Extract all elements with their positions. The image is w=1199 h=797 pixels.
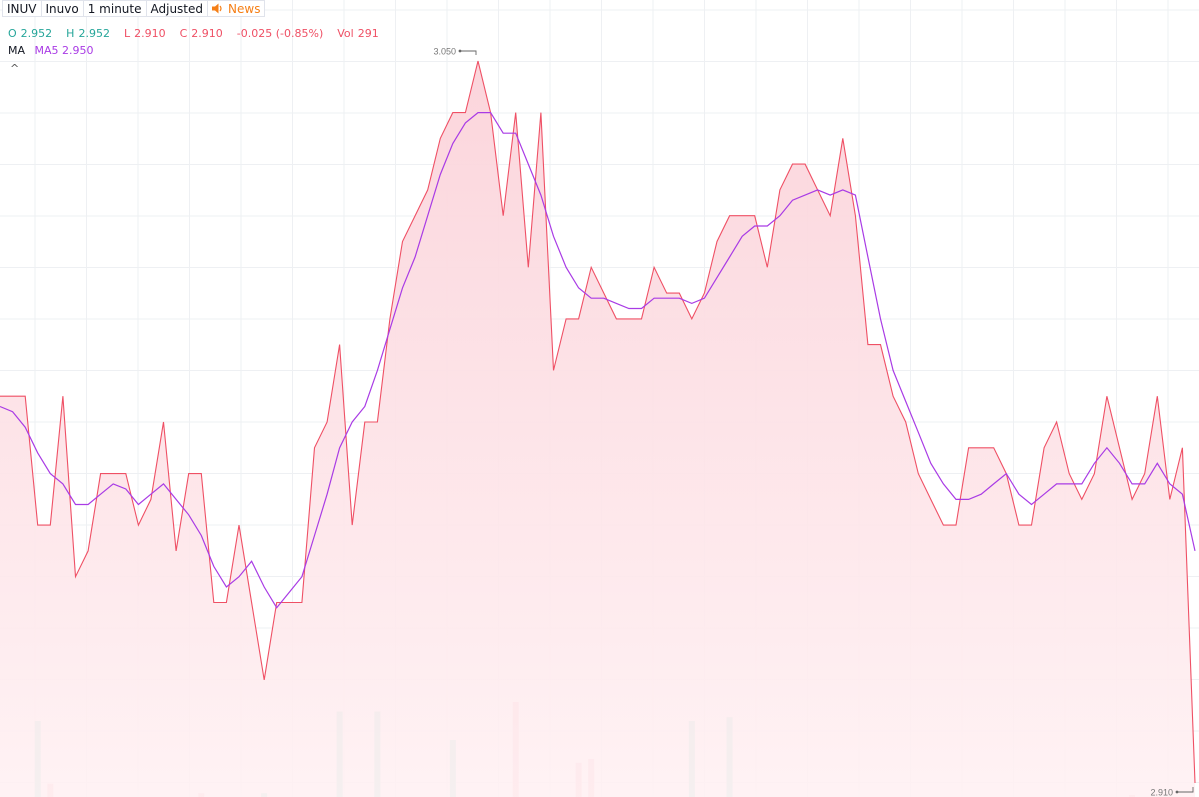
last-marker-label: 2.910 — [1150, 788, 1173, 797]
high-value: 2.952 — [78, 27, 110, 40]
adjust-button[interactable]: Adjusted — [146, 0, 209, 17]
news-button[interactable]: News — [208, 0, 266, 17]
ma-legend-value: MA5 2.950 — [34, 44, 94, 57]
price-area — [0, 60, 1196, 797]
volume-value: 291 — [357, 27, 379, 40]
last-marker-line — [1177, 787, 1194, 793]
chart-toolbar: INUV Inuvo 1 minute Adjusted News — [2, 0, 266, 17]
high-label: H — [66, 27, 75, 40]
low-value: 2.910 — [134, 27, 166, 40]
high-marker-line — [460, 50, 477, 55]
collapse-chevron-icon: ^ — [10, 62, 20, 75]
ma5-line — [0, 112, 1196, 609]
interval-label: 1 minute — [87, 1, 142, 16]
ma-legend-label: MA — [8, 44, 26, 57]
company-name-label: Inuvo — [45, 1, 79, 16]
symbol-label: INUV — [7, 1, 37, 16]
news-label: News — [228, 1, 261, 16]
company-name: Inuvo — [41, 0, 84, 17]
volume-label: Vol — [337, 27, 354, 40]
close-value: 2.910 — [191, 27, 223, 40]
collapse-legend-button[interactable]: ^ — [10, 62, 19, 75]
interval-button[interactable]: 1 minute — [83, 0, 147, 17]
price-area-fill — [0, 61, 1195, 797]
adjust-label: Adjusted — [150, 1, 204, 16]
ma-legend[interactable]: MA MA5 2.950 — [8, 44, 94, 57]
open-value: 2.952 — [20, 27, 53, 40]
symbol-button[interactable]: INUV — [2, 0, 42, 17]
ohlc-legend: O 2.952 H 2.952 L 2.910 C 2.910 -0.025 (… — [8, 27, 379, 40]
high-marker-label: 3.050 — [433, 47, 456, 57]
close-label: C — [179, 27, 188, 40]
ma-line — [0, 112, 1196, 609]
change-value: -0.025 (-0.85%) — [236, 27, 324, 40]
speaker-icon — [212, 3, 222, 14]
price-markers: 3.050 2.910 — [433, 47, 1194, 797]
open-label: O — [8, 27, 17, 40]
price-line — [0, 60, 1196, 784]
low-label: L — [123, 27, 131, 40]
